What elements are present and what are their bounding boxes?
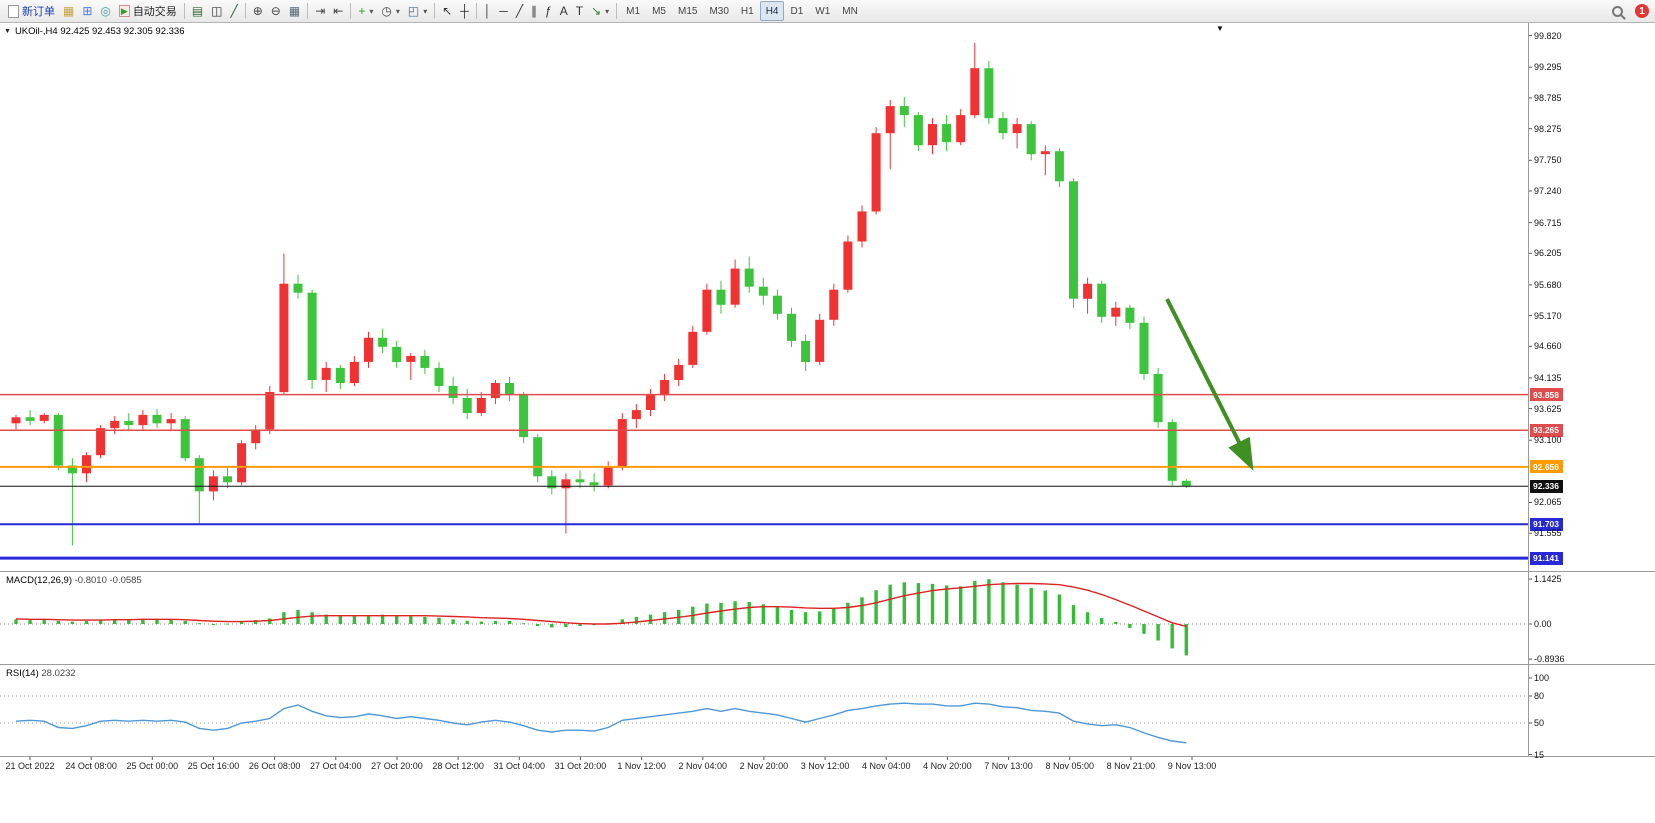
toolbar: 新订单 ▦ ⊞ ◎ ▶ 自动交易 ▤ ◫ ╱ ⊕ ⊖ ▦ ⇥ ⇤ + ▾ ◷ ▾ ◰ ▾ ↖ ┼ │ ─ ╱ ∥ ƒ A T ↘ ▾ M1 M5… [0, 0, 1655, 23]
candlestick-chart-icon: ◫ [211, 4, 223, 18]
periods-dropdown-icon[interactable]: ▾ [395, 6, 400, 16]
tile-windows-button[interactable]: ▦ [285, 2, 304, 20]
notification-badge[interactable]: 1 [1635, 4, 1649, 18]
timeframe-m5-button[interactable]: M5 [652, 5, 666, 17]
crosshair-button[interactable]: ┼ [456, 2, 473, 20]
horizontal-line-button[interactable]: ─ [495, 2, 512, 20]
auto-trading-play-icon: ▶ [118, 5, 130, 17]
zoom-in-button[interactable]: ⊕ [249, 2, 267, 20]
toolbar-separator [616, 3, 618, 19]
text-icon: A [559, 4, 568, 18]
data-window-button[interactable]: ⊞ [78, 2, 96, 20]
trendline-icon: ╱ [515, 4, 524, 18]
magnifier-icon [1612, 5, 1623, 17]
timeframe-m1-button[interactable]: M1 [626, 5, 641, 17]
toolbar-separator [183, 3, 185, 19]
equidistant-channel-icon: ∥ [531, 4, 538, 18]
navigator-button[interactable]: ◎ [96, 2, 114, 20]
new-order-doc-icon [8, 4, 19, 18]
data-window-icon: ⊞ [82, 4, 93, 18]
chart-shift-icon: ⇤ [333, 4, 344, 18]
new-order-button[interactable]: 新订单 [4, 2, 59, 20]
market-watch-button[interactable]: ▦ [59, 2, 78, 20]
tile-windows-icon: ▦ [288, 4, 301, 18]
auto-scroll-button[interactable]: ⇥ [311, 2, 329, 20]
fibonacci-icon: ƒ [545, 4, 552, 18]
new-order-label: 新订单 [22, 6, 55, 18]
periods-icon: ◷ [381, 4, 392, 18]
search-button[interactable] [1608, 2, 1627, 20]
zoom-out-icon: ⊖ [270, 4, 281, 18]
market-watch-icon: ▦ [63, 4, 75, 18]
toolbar-separator [434, 3, 436, 19]
templates-icon: ◰ [407, 4, 420, 18]
text-label-icon: T [575, 4, 584, 18]
chart-shift-button[interactable]: ⇤ [329, 2, 347, 20]
periods-button[interactable]: ◷ ▾ [377, 2, 404, 20]
trendline-button[interactable]: ╱ [512, 2, 527, 20]
toolbar-separator [307, 3, 309, 19]
templates-button[interactable]: ◰ ▾ [404, 2, 431, 20]
templates-dropdown-icon[interactable]: ▾ [423, 6, 428, 16]
cursor-icon: ↖ [442, 4, 453, 18]
vertical-line-button[interactable]: │ [480, 2, 496, 20]
vertical-line-icon: │ [483, 4, 492, 18]
toolbar-separator [244, 3, 246, 19]
horizontal-line-icon: ─ [499, 4, 508, 18]
auto-scroll-icon: ⇥ [315, 4, 326, 18]
timeframe-w1-button[interactable]: W1 [815, 5, 831, 17]
indicators-button[interactable]: + ▾ [354, 2, 377, 20]
arrows-tool-button[interactable]: ↘ ▾ [587, 2, 613, 20]
timeframe-mn-button[interactable]: MN [842, 5, 858, 17]
timeframe-h4-button[interactable]: H4 [759, 1, 785, 21]
navigator-icon: ◎ [100, 4, 111, 18]
bar-chart-icon: ▤ [191, 4, 204, 18]
toolbar-separator [350, 3, 352, 19]
zoom-out-button[interactable]: ⊖ [267, 2, 285, 20]
arrows-tool-dropdown-icon[interactable]: ▾ [605, 6, 610, 16]
toolbar-separator [475, 3, 477, 19]
timeframe-m15-button[interactable]: M15 [677, 5, 698, 17]
bar-chart-button[interactable]: ▤ [188, 2, 207, 20]
sell-signal-arrow [1165, 298, 1254, 471]
zoom-in-icon: ⊕ [252, 4, 263, 18]
auto-trading-button[interactable]: ▶ 自动交易 [115, 2, 181, 20]
auto-trading-label: 自动交易 [132, 6, 177, 18]
arrows-tool-icon: ↘ [591, 4, 602, 18]
candlestick-chart-button[interactable]: ◫ [207, 2, 226, 20]
cursor-button[interactable]: ↖ [438, 2, 456, 20]
line-chart-icon: ╱ [230, 4, 238, 18]
toolbar-right-group: 1 [1608, 2, 1651, 20]
timeframe-h1-button[interactable]: H1 [740, 5, 754, 17]
macd-signal-line [15, 582, 1187, 628]
indicators-icon: + [358, 4, 366, 18]
candles-layer [11, 42, 1191, 546]
indicators-dropdown-icon[interactable]: ▾ [369, 6, 374, 16]
text-label-button[interactable]: T [572, 2, 587, 20]
fibonacci-button[interactable]: ƒ [541, 2, 556, 20]
rsi-line [15, 702, 1187, 744]
timeframe-m30-button[interactable]: M30 [709, 5, 729, 17]
crosshair-icon: ┼ [460, 4, 469, 18]
timeframe-d1-button[interactable]: D1 [790, 5, 804, 17]
line-chart-button[interactable]: ╱ [227, 2, 242, 20]
text-button[interactable]: A [556, 2, 572, 20]
equidistant-channel-button[interactable]: ∥ [527, 2, 541, 20]
